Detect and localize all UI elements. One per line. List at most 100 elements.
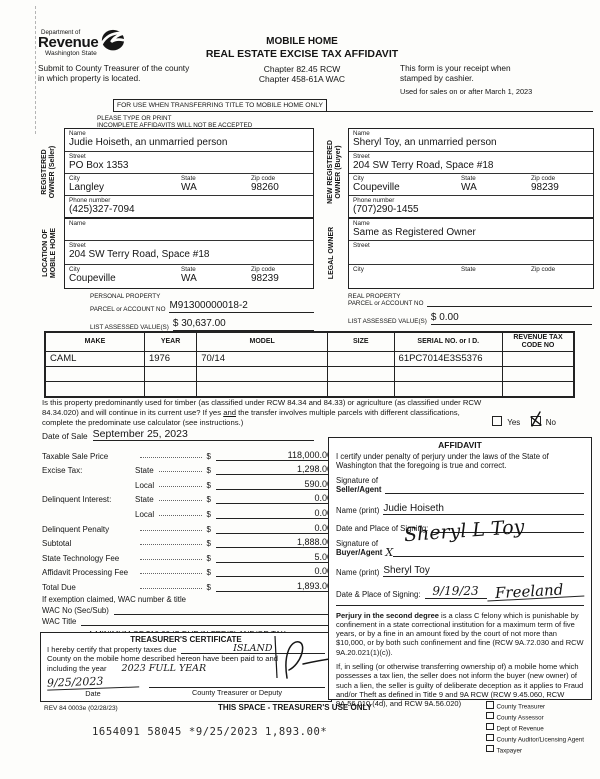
seller-state-value: WA (181, 182, 197, 193)
section-label-location: LOCATION OF MOBILE HOME (42, 227, 57, 279)
buyer-name-print-row: Name (print) Sheryl Toy (336, 565, 584, 577)
fee-row-delinquent-interest-state: Delinquent Interest: State $0.00 (42, 490, 332, 505)
col-size: SIZE (327, 331, 395, 352)
dept-line3: Washington State (45, 50, 97, 57)
wac-no-row: WAC No (Sec/Sub) (42, 604, 332, 615)
name-label: Name (353, 130, 370, 137)
revenue-code-value (502, 366, 575, 382)
treasurer-signature-row: 9/25/2023 Date County Treasurer or Deput… (46, 672, 325, 698)
incomplete-note: INCOMPLETE AFFIDAVITS WILL NOT BE ACCEPT… (97, 122, 253, 129)
fee-row-total-due: Total Due $1,893.00 (42, 577, 332, 592)
buyer-info-box: Name Sheryl Toy, an unmarried person Str… (348, 128, 594, 218)
fee-row-state-technology-fee: State Technology Fee $5.00 (42, 548, 332, 563)
used-after-note: Used for sales on or after March 1, 2023 (400, 87, 533, 96)
legal-name-value: Same as Registered Owner (353, 227, 476, 238)
street-label: Street (69, 153, 86, 160)
yes-label: Yes (507, 418, 521, 427)
fee-row-affidavit-processing-fee: Affidavit Processing Fee $0.00 (42, 563, 332, 578)
cashier-receipt-stamp: 1654091 58045 *9/25/2023 1,893.00* (92, 726, 328, 738)
seller-agent-label: Seller/Agent (336, 484, 382, 494)
legal-city-state-zip: City State Zip code (349, 264, 593, 288)
affidavit-certify-text: I certify under penalty of perjury under… (336, 452, 549, 471)
city-label: City (69, 266, 80, 273)
fee-amount: 5.00 (216, 552, 332, 563)
seller-signature-line (384, 492, 584, 494)
col-serial: SERIAL NO. or I D. (393, 331, 504, 352)
col-year: YEAR (143, 331, 198, 352)
copy-label: County Treasurer (496, 703, 546, 711)
fee-label: Delinquent Penalty (42, 524, 110, 534)
fee-sublabel: Local (135, 509, 155, 519)
fees-column: Taxable Sale Price $118,000.00 Excise Tax… (42, 446, 332, 639)
location-name-field: Name (65, 219, 313, 240)
revenue-code-value (502, 351, 575, 367)
fee-row-excise-local: Local $590.00 (42, 475, 332, 490)
size-value (327, 351, 395, 367)
seller-phone-field: Phone number (425)327-7094 (65, 195, 313, 217)
seller-zip-value: 98260 (251, 182, 279, 193)
size-value (327, 381, 395, 398)
scan-edge-artifact (35, 6, 36, 134)
perjury-lead: Perjury in the second degree (336, 610, 439, 620)
section-label-registered-owner: REGISTERED OWNER (Seller) (41, 145, 56, 199)
affidavit-box: AFFIDAVIT I certify under penalty of per… (328, 437, 592, 708)
header-rule (307, 111, 593, 112)
seller-name-value: Judie Hoiseth, an unmarried person (69, 137, 228, 148)
personal-parcel-block: PERSONAL PROPERTY PARCEL or ACCOUNT NO M… (90, 293, 314, 331)
buyer-zip-value: 98239 (531, 182, 559, 193)
copy-label: County Auditor/Licensing Agent (496, 736, 585, 744)
chapter-rcw: Chapter 82.45 RCW (263, 64, 341, 74)
tax-lien-paragraph: If, in selling (or otherwise transferrin… (336, 662, 584, 709)
real-assessed-value: $ 0.00 (430, 312, 592, 325)
fee-label: Excise Tax: (42, 466, 83, 476)
date-of-sale-value: September 25, 2023 (92, 428, 314, 441)
fee-row-excise-state: Excise Tax: State $1,298.00 (42, 461, 332, 476)
phone-label: Phone number (353, 197, 395, 204)
fee-amount: 0.00 (216, 566, 332, 578)
year-handwritten: 2023 FULL YEAR (121, 662, 207, 674)
seller-signature-row: Signature of Seller/Agent (336, 476, 584, 494)
date-of-sale-row: Date of Sale September 25, 2023 (42, 428, 314, 441)
seller-phone-value: (425)327-7094 (69, 204, 135, 215)
affidavit-divider (336, 604, 584, 606)
dollar-sign: $ (206, 509, 211, 519)
zip-label: Zip code (251, 175, 276, 182)
parcel-account-label: PARCEL or ACCOUNT NO (348, 300, 424, 307)
date-label: Date (85, 688, 101, 698)
instructions-note: PLEASE TYPE OR PRINT INCOMPLETE AFFIDAVI… (97, 115, 317, 129)
personal-assessed-value: $ 30,637.00 (172, 318, 314, 331)
dollar-sign: $ (206, 451, 211, 461)
checkbox-icon (486, 744, 494, 753)
year-value: 1976 (143, 351, 198, 367)
dollar-sign: $ (206, 568, 211, 578)
copy-item: Dept of Revenue (486, 722, 584, 734)
certify-text1: I hereby certify that property taxes due (47, 645, 177, 654)
form-title-line1: MOBILE HOME (266, 36, 338, 47)
model-value (196, 366, 329, 382)
location-info-box: Name Street 204 SW Terry Road, Space #18… (64, 218, 314, 289)
buyer-name-value: Sheryl Toy, an unmarried person (353, 137, 497, 148)
name-label: Name (353, 220, 370, 227)
copy-item: County Treasurer (486, 701, 584, 712)
name-label: Name (69, 130, 86, 137)
question-part3: the transfer involves multiple parcels w… (42, 408, 460, 427)
parcel-account-label: PARCEL or ACCOUNT NO (90, 306, 166, 313)
year-value (143, 381, 198, 398)
street-label: Street (353, 242, 370, 249)
legal-street-field: Street (349, 240, 593, 264)
dept-line2: Revenue (38, 34, 99, 51)
buyer-name-print-value: Sheryl Toy (383, 565, 584, 577)
buyer-phone-field: Phone number (707)290-1455 (349, 195, 593, 217)
fee-amount: 118,000.00 (216, 450, 332, 461)
treasurer-use-only-note: THIS SPACE - TREASURER'S USE ONLY (218, 703, 372, 712)
city-label: City (353, 175, 364, 182)
seller-info-box: Name Judie Hoiseth, an unmarried person … (64, 128, 314, 218)
fee-sublabel: State (135, 495, 154, 505)
copy-item: County Auditor/Licensing Agent (486, 733, 585, 745)
location-city-state-zip: City Coupeville State WA Zip code 98239 (65, 264, 313, 288)
col-model: MODEL (196, 331, 329, 352)
fee-amount: 0.00 (216, 523, 332, 534)
street-label: Street (69, 242, 86, 249)
section-label-new-registered-owner: NEW REGISTERED OWNER (Buyer) (327, 140, 342, 204)
certify-line2: County on the mobile home described here… (47, 654, 278, 663)
